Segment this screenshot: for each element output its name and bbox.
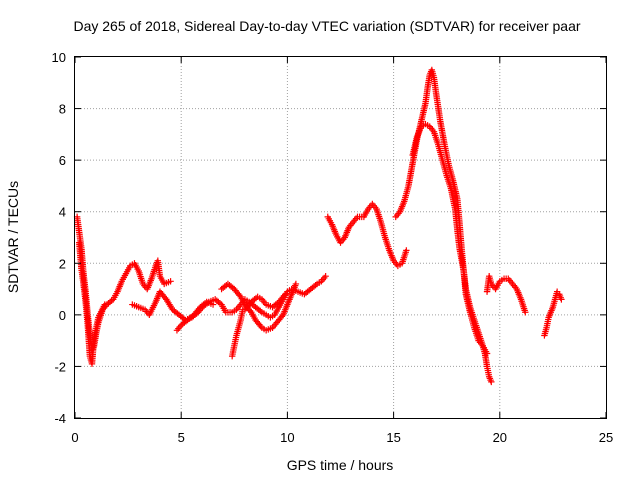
y-tick-label: 10 — [52, 50, 66, 65]
y-tick-label: 8 — [59, 102, 66, 117]
x-tick-label: 10 — [280, 430, 294, 445]
data-point — [322, 272, 329, 280]
data-point — [167, 278, 174, 285]
y-axis-label: SDTVAR / TECUs — [5, 181, 21, 293]
y-tick-label: 0 — [59, 308, 66, 323]
data-point — [209, 301, 217, 308]
marks-layer — [73, 66, 565, 386]
data-point — [403, 247, 410, 254]
data-point — [483, 350, 491, 357]
grid-layer — [75, 57, 606, 418]
data-point — [488, 378, 495, 386]
y-tick-label: 6 — [59, 153, 66, 168]
ticks-layer: 0 5 10 15 20 25 -4 -2 0 2 4 6 8 10 — [52, 50, 614, 445]
data-point — [292, 280, 300, 288]
x-tick-label: 25 — [599, 430, 613, 445]
data-point — [558, 296, 565, 303]
data-point — [282, 291, 289, 298]
data-point — [522, 309, 529, 316]
y-tick-label: 4 — [59, 205, 66, 220]
y-tick-label: -4 — [54, 411, 66, 426]
x-tick-label: 0 — [71, 430, 78, 445]
x-tick-label: 5 — [178, 430, 185, 445]
x-tick-label: 15 — [386, 430, 400, 445]
x-tick-label: 20 — [493, 430, 507, 445]
data-point — [101, 301, 108, 308]
chart-title: Day 265 of 2018, Sidereal Day-to-day VTE… — [73, 18, 580, 34]
x-axis-label: GPS time / hours — [287, 457, 394, 473]
y-tick-label: -2 — [54, 359, 66, 374]
plot-frame — [74, 56, 607, 419]
y-tick-label: 2 — [59, 256, 66, 271]
